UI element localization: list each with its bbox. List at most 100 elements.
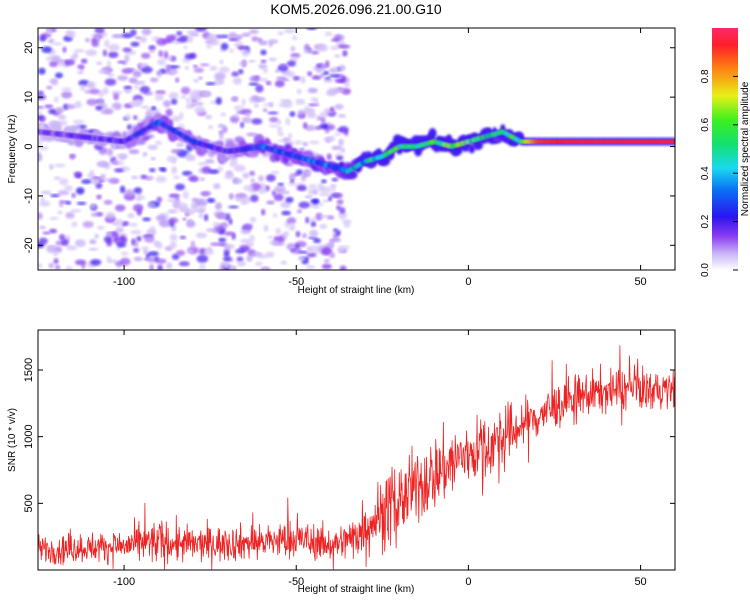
spectrogram-noise-blob: [95, 212, 104, 217]
spectrogram-noise-blob: [91, 179, 100, 185]
spectrogram-noise-blob: [103, 86, 109, 95]
spectrogram-noise-blob: [266, 174, 276, 182]
spectrogram-noise-blob: [249, 75, 259, 82]
spectrogram-noise-blob: [276, 119, 282, 125]
spectrogram-noise-blob: [230, 265, 237, 270]
spectrogram-noise-blob: [331, 145, 343, 151]
spectrogram-noise-blob: [190, 240, 196, 249]
spectrogram-noise-blob: [334, 54, 341, 58]
spectrogram-noise-blob: [53, 163, 66, 168]
spectrogram-noise-blob: [129, 100, 137, 107]
spectrogram-noise-blob: [217, 80, 225, 84]
spectrogram-noise-blob: [72, 119, 85, 125]
spectrogram-noise-blob: [306, 113, 317, 119]
spectrogram-noise-blob: [193, 67, 204, 73]
spectrogram-noise-blob: [80, 58, 88, 64]
spectrogram-noise-blob: [323, 70, 329, 76]
spectrogram-noise-blob: [258, 175, 264, 182]
spectrogram-noise-blob: [46, 85, 53, 90]
spectrogram-noise-blob: [251, 251, 263, 257]
spectrogram-noise-blob: [268, 41, 273, 48]
spectrogram-noise-blob: [288, 181, 297, 187]
spectrogram-noise-blob: [73, 171, 83, 178]
spectrogram-noise-blob: [75, 187, 85, 195]
spectrogram-noise-blob: [97, 225, 105, 231]
spectrogram-noise-blob: [111, 231, 119, 239]
spectrogram-noise-blob: [270, 170, 280, 175]
spectrogram-noise-blob: [308, 184, 318, 189]
spectrogram-noise-blob: [38, 142, 43, 146]
spectrogram-noise-blob: [311, 75, 322, 80]
spectrogram-noise-blob: [174, 183, 186, 191]
spectrogram-noise-blob: [95, 105, 103, 111]
spectrogram-noise-blob: [329, 252, 336, 259]
spectrogram-noise-blob: [142, 152, 148, 157]
spectrogram-noise-blob: [218, 237, 227, 243]
spectrogram-noise-blob: [60, 200, 71, 204]
spectrogram-noise-blob: [119, 185, 126, 194]
spectrogram-noise-blob: [282, 137, 291, 142]
spectrogram-noise-blob: [39, 225, 46, 230]
spectrogram-noise-blob: [38, 67, 46, 75]
spectrogram-noise-blob: [154, 93, 164, 101]
spectrogram-noise-blob: [144, 235, 155, 243]
spectrogram-noise-blob: [266, 200, 275, 205]
spectrogram-noise-blob: [193, 102, 204, 106]
spectrogram-noise-blob: [279, 99, 292, 103]
spectrogram-noise-blob: [320, 73, 325, 78]
spectrogram-noise-blob: [220, 42, 229, 51]
spectrogram-noise-blob: [311, 188, 319, 195]
spectrogram-noise-blob: [222, 125, 228, 134]
spectrogram-noise-blob: [132, 70, 142, 78]
spectrogram-noise-blob: [292, 35, 298, 41]
spectrogram-noise-blob: [238, 69, 244, 75]
spectrogram-noise-blob: [287, 133, 293, 139]
spectrogram-noise-blob: [67, 30, 76, 39]
x-tick-label: -50: [288, 576, 304, 588]
spectrogram-ridge: [38, 112, 675, 180]
spectrogram-noise-blob: [184, 65, 190, 71]
spectrogram-noise-blob: [233, 164, 246, 172]
spectrogram-noise-blob: [130, 229, 142, 235]
spectrogram-noise-blob: [237, 45, 249, 50]
spectrogram-noise-blob: [206, 33, 217, 42]
spectrogram-noise-blob: [96, 61, 103, 66]
spectrogram-noise-blob: [155, 243, 163, 250]
spectrogram-noise-blob: [336, 199, 344, 205]
spectrogram-noise-blob: [312, 238, 322, 244]
spectrogram-noise-blob: [295, 100, 306, 105]
spectrogram-ridge-halo: [215, 140, 225, 149]
spectrogram-noise-blob: [91, 212, 98, 217]
spectrogram-noise-blob: [96, 160, 109, 168]
spectrogram-noise-blob: [324, 127, 330, 134]
spectrogram-noise-blob: [308, 140, 320, 145]
spectrogram-noise-blob: [239, 245, 250, 252]
spectrogram-noise-blob: [223, 256, 232, 262]
spectrogram-noise-blob: [89, 239, 97, 245]
spectrogram-noise-blob: [111, 103, 118, 108]
spectrogram-noise-blob: [283, 29, 296, 34]
spectrogram-noise-blob: [336, 156, 344, 161]
spectrogram-noise-blob: [135, 36, 142, 40]
spectrogram-noise-blob: [182, 191, 189, 199]
spectrogram-noise-blob: [175, 77, 180, 83]
spectrogram-noise-blob: [74, 259, 87, 266]
spectrogram-noise-blob: [114, 168, 124, 173]
spectrogram-noise-blob: [38, 153, 42, 161]
spectrogram-noise-blob: [106, 255, 111, 264]
spectrogram-noise-blob: [250, 194, 259, 203]
spectrogram-noise-blob: [146, 257, 157, 264]
spectrogram-noise-blob: [296, 88, 302, 95]
spectrogram-noise-blob: [169, 241, 177, 249]
spectrogram-noise-blob: [321, 263, 332, 270]
spectrogram-noise-blob: [292, 76, 301, 81]
spectrogram-noise-blob: [117, 242, 127, 248]
spectrogram-noise-blob: [73, 48, 85, 53]
colorbar: 0.0 0.2 0.4 0.6 0.8 Normalized spectral ampl…: [700, 28, 750, 277]
spectrogram-noise-blob: [327, 135, 335, 141]
spectrogram-noise-blob: [256, 96, 266, 102]
spectrogram-noise-blob: [280, 260, 287, 265]
spectrogram-noise-blob: [154, 258, 167, 264]
spectrogram-noise-blob: [333, 132, 342, 136]
